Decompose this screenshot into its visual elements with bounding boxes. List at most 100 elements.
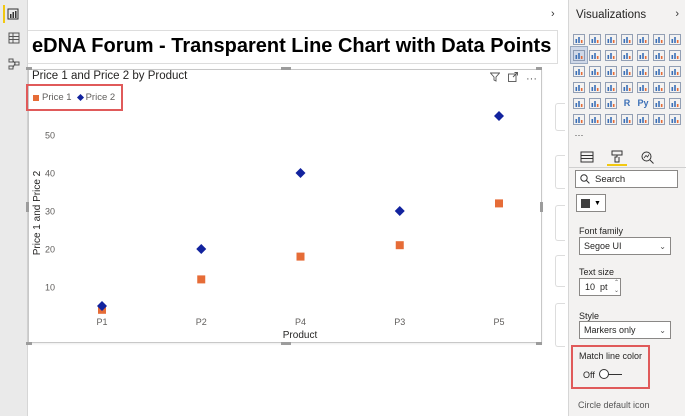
100-column-icon[interactable] xyxy=(651,31,667,47)
kpi-icon[interactable] xyxy=(667,79,683,95)
power-automate-icon[interactable] xyxy=(635,111,651,127)
x-tick-label: P1 xyxy=(96,317,107,327)
x-tick-label: P4 xyxy=(295,317,306,327)
x-tick-label: P5 xyxy=(493,317,504,327)
price-1-marker xyxy=(495,199,503,208)
area-icon[interactable] xyxy=(587,47,603,63)
title-textbox[interactable] xyxy=(28,30,558,64)
stacked-bar-icon[interactable] xyxy=(571,31,587,47)
more-icon[interactable]: ··· xyxy=(574,130,584,140)
resize-handle-corner[interactable] xyxy=(536,67,542,70)
toggle-switch-icon[interactable] xyxy=(598,369,623,380)
collapse-pane-icon[interactable]: › xyxy=(675,8,679,20)
chevron-down-icon: ⌄ xyxy=(659,325,666,335)
text-size-value: 10 xyxy=(585,282,596,292)
paginated-icon[interactable] xyxy=(603,111,619,127)
resize-handle-left[interactable] xyxy=(26,202,29,212)
matrix-icon[interactable] xyxy=(603,95,619,111)
ghost-visual-edge xyxy=(555,205,565,241)
key-influencers-icon[interactable] xyxy=(651,95,667,111)
resize-handle-top[interactable] xyxy=(281,67,291,70)
multi-row-card-icon[interactable] xyxy=(651,79,667,95)
model-view-icon[interactable] xyxy=(5,55,23,73)
style-dropdown[interactable]: Markers only ⌄ xyxy=(579,321,671,339)
donut-icon[interactable] xyxy=(619,63,635,79)
card-icon[interactable] xyxy=(635,79,651,95)
clustered-bar-icon[interactable] xyxy=(603,31,619,47)
match-line-color-toggle[interactable]: Off xyxy=(583,369,623,380)
filled-map-icon[interactable] xyxy=(667,63,683,79)
python-visual-icon[interactable]: Py xyxy=(637,98,649,108)
font-family-value: Segoe UI xyxy=(584,241,622,251)
gauge-icon[interactable] xyxy=(619,79,635,95)
report-view-icon[interactable] xyxy=(3,5,21,23)
x-tick-label: P3 xyxy=(394,317,405,327)
resize-handle-corner[interactable] xyxy=(26,342,32,345)
resize-handle-right[interactable] xyxy=(540,202,543,212)
resize-handle-bottom[interactable] xyxy=(281,342,291,345)
scatter-icon[interactable] xyxy=(587,63,603,79)
line-chart-selected-icon[interactable] xyxy=(570,46,588,64)
price-1-marker xyxy=(296,252,305,261)
stacked-column-icon[interactable] xyxy=(587,31,603,47)
ribbon-icon[interactable] xyxy=(651,47,667,63)
format-paint-roller-icon[interactable] xyxy=(607,148,627,166)
text-size-unit: pt xyxy=(600,282,608,292)
font-family-dropdown[interactable]: Segoe UI ⌄ xyxy=(579,237,671,255)
waterfall-icon[interactable] xyxy=(667,47,683,63)
azure-map-icon[interactable] xyxy=(587,79,603,95)
qa-icon[interactable] xyxy=(571,111,587,127)
filter-icon[interactable] xyxy=(489,72,501,85)
focus-mode-icon[interactable] xyxy=(508,72,518,85)
custom-visual-icon[interactable] xyxy=(667,111,683,127)
price-2-marker xyxy=(394,206,405,216)
match-line-color-label: Match line color xyxy=(579,351,643,361)
price-1-marker xyxy=(395,241,404,250)
stepper-arrows-icon[interactable]: ⌃ ⌄ xyxy=(613,280,619,294)
legend-item-price-1[interactable]: Price 1 xyxy=(33,92,72,103)
line-chart-icon[interactable] xyxy=(667,31,683,47)
arcgis-icon[interactable] xyxy=(603,79,619,95)
data-color-picker[interactable]: ▼ xyxy=(576,194,606,212)
slicer-icon[interactable] xyxy=(571,95,587,111)
format-search-input[interactable]: Search xyxy=(575,170,678,188)
map-icon[interactable] xyxy=(651,63,667,79)
font-family-label: Font family xyxy=(579,226,624,236)
analytics-magnifier-icon[interactable] xyxy=(637,148,657,166)
resize-handle-corner[interactable] xyxy=(536,342,542,345)
pie-icon[interactable] xyxy=(603,63,619,79)
pane-tabs xyxy=(577,148,657,166)
stacked-area-icon[interactable] xyxy=(603,47,619,63)
table-icon[interactable] xyxy=(587,95,603,111)
more-options-icon[interactable]: ··· xyxy=(526,72,537,85)
treemap-icon[interactable] xyxy=(635,63,651,79)
clustered-column-icon[interactable] xyxy=(619,31,635,47)
legend-item-price-2[interactable]: Price 2 xyxy=(76,92,115,103)
price-1-marker xyxy=(197,275,206,284)
chevron-down-icon: ⌄ xyxy=(659,241,666,251)
data-view-icon[interactable] xyxy=(5,29,23,47)
y-tick-label: 30 xyxy=(45,207,55,217)
funnel-icon[interactable] xyxy=(571,63,587,79)
pane-title: Visualizations xyxy=(576,9,647,21)
decomp-tree-icon[interactable] xyxy=(667,95,683,111)
text-size-stepper[interactable]: 10 pt ⌃ ⌄ xyxy=(579,278,621,296)
line-column-icon[interactable] xyxy=(619,47,635,63)
fields-tab-icon[interactable] xyxy=(577,148,597,166)
shape-map-icon[interactable] xyxy=(571,79,587,95)
power-apps-icon[interactable] xyxy=(619,111,635,127)
line-clustered-icon[interactable] xyxy=(635,47,651,63)
chart-legend: Price 1 Price 2 xyxy=(26,84,123,111)
chart-title: Price 1 and Price 2 by Product xyxy=(32,70,188,82)
search-placeholder: Search xyxy=(595,173,626,185)
get-more-icon[interactable] xyxy=(651,111,667,127)
100-bar-icon[interactable] xyxy=(635,31,651,47)
smart-narrative-icon[interactable] xyxy=(587,111,603,127)
resize-handle-corner[interactable] xyxy=(26,67,32,70)
chevron-down-icon: ▼ xyxy=(594,199,601,207)
text-size-label: Text size xyxy=(579,267,615,277)
square-marker-icon xyxy=(33,94,39,101)
collapse-filters-icon[interactable]: › xyxy=(551,8,555,20)
r-visual-icon[interactable]: R xyxy=(623,98,631,108)
